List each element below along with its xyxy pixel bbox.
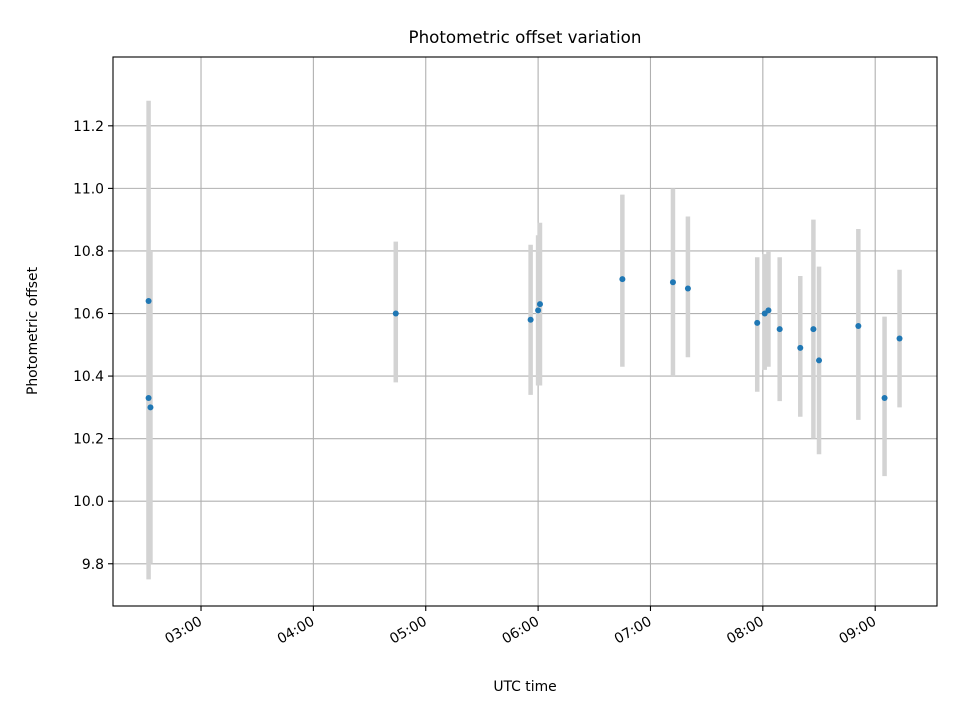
y-axis-label: Photometric offset (25, 266, 41, 395)
data-point (754, 319, 761, 326)
x-axis-label: UTC time (493, 679, 556, 695)
y-tick-label: 11.2 (73, 119, 104, 135)
data-point (392, 310, 399, 317)
data-points (145, 276, 903, 411)
y-tick-label: 9.8 (82, 557, 104, 573)
chart-title: Photometric offset variation (409, 27, 642, 47)
y-tick-label: 10.6 (73, 307, 104, 323)
data-point (535, 307, 542, 314)
y-tick-label: 10.2 (73, 432, 104, 448)
y-tick-label: 11.0 (73, 181, 104, 197)
plot-frame (112, 56, 938, 607)
data-point (816, 357, 823, 364)
y-tick-label: 10.4 (73, 369, 104, 385)
data-point (881, 394, 888, 401)
data-point (145, 298, 152, 304)
data-point (797, 344, 804, 351)
data-point (536, 301, 543, 308)
data-point (669, 279, 676, 286)
data-point (776, 326, 783, 333)
data-point (684, 285, 691, 292)
data-point (145, 394, 152, 401)
y-tick-label: 10.0 (73, 494, 104, 510)
data-point (855, 323, 862, 330)
data-point (147, 404, 154, 411)
data-point (810, 326, 817, 333)
data-point (619, 276, 626, 283)
y-tick-label: 10.8 (73, 244, 104, 260)
data-point (896, 335, 903, 342)
data-point (527, 316, 534, 323)
data-point (765, 307, 772, 314)
